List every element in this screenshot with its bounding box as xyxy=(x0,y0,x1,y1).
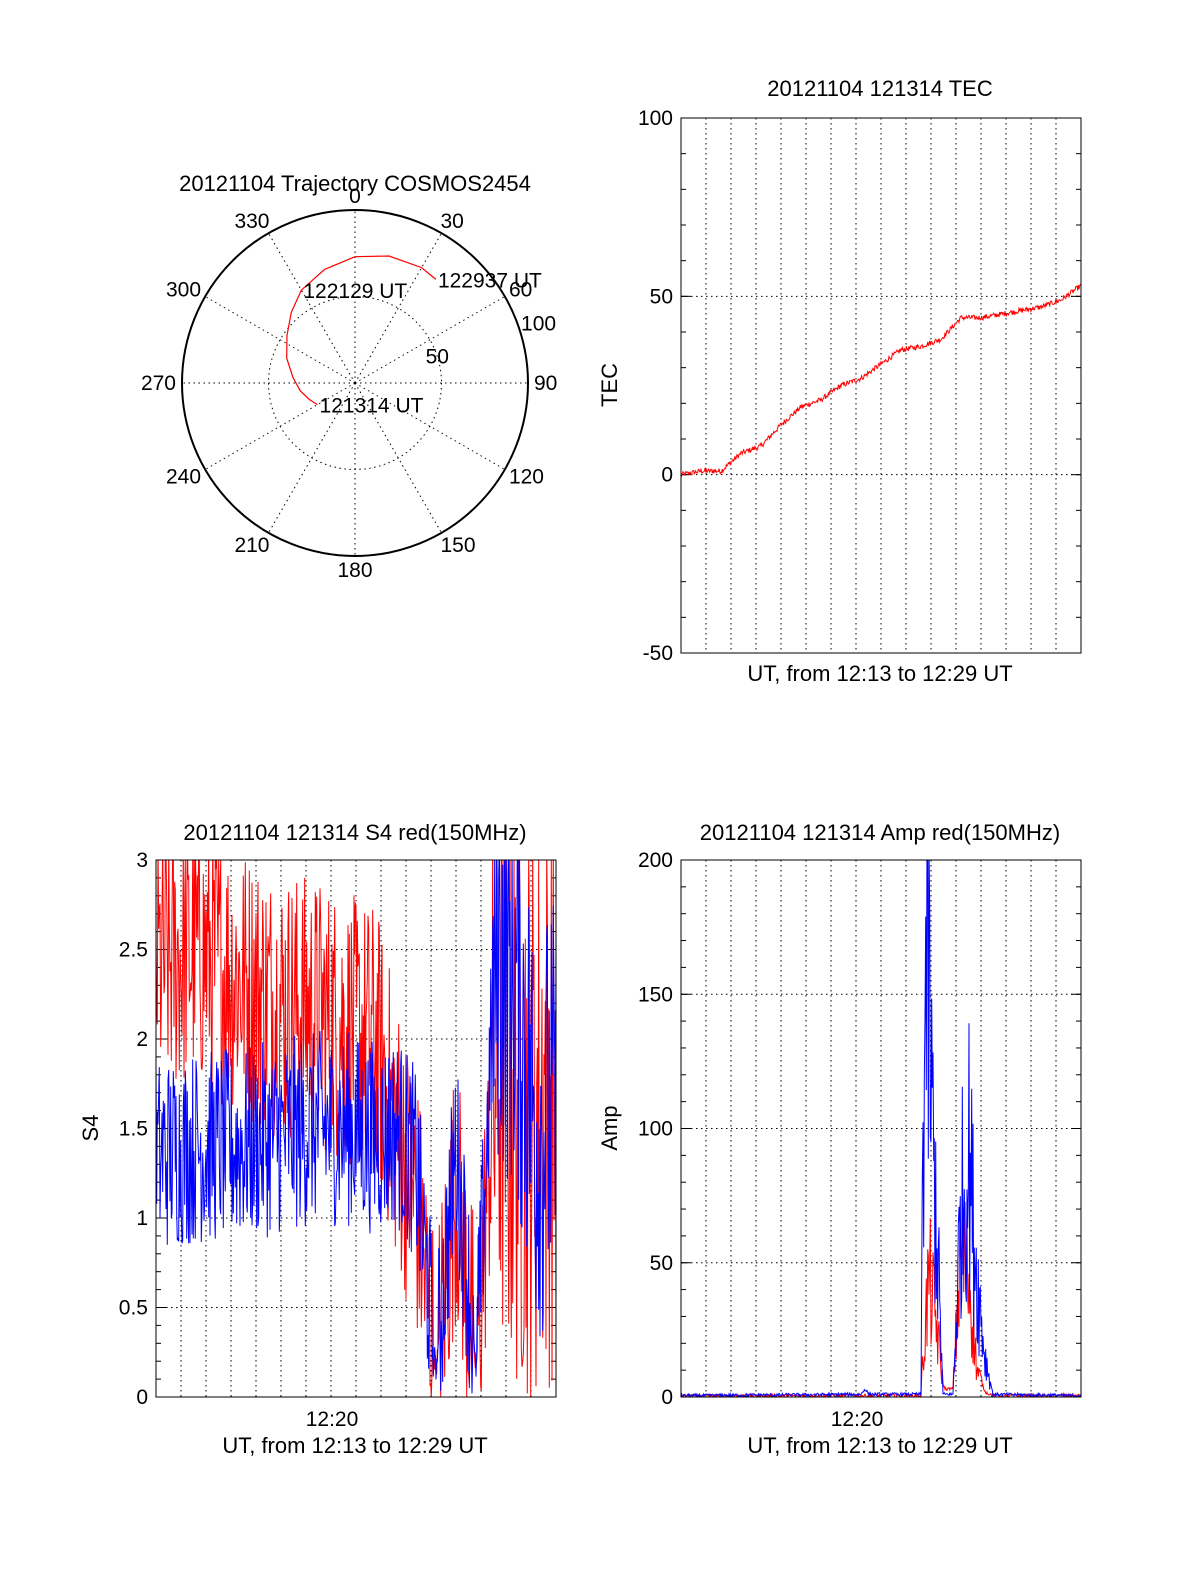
s4-ytick-label: 0.5 xyxy=(119,1297,148,1320)
tec-panel: 20121104 121314 TEC UT, from 12:13 to 12… xyxy=(597,76,1082,686)
polar-angle-label: 270 xyxy=(141,372,176,395)
polar-time-annotation: 122937 UT xyxy=(438,269,542,292)
polar-outer-circle xyxy=(181,209,529,557)
polar-spoke xyxy=(268,232,356,384)
polar-angle-label: 300 xyxy=(166,279,201,302)
s4-title: 20121104 121314 S4 red(150MHz) xyxy=(183,820,526,845)
polar-spoke xyxy=(204,296,356,384)
amp-xlabel: UT, from 12:13 to 12:29 UT xyxy=(747,1433,1012,1458)
amp-panel: 20121104 121314 Amp red(150MHz) UT, from… xyxy=(597,820,1082,1458)
tec-ytick-label: 100 xyxy=(638,107,673,130)
s4-series-line xyxy=(156,860,556,1394)
tec-data-area xyxy=(681,283,1081,478)
polar-radius-label: 50 xyxy=(426,345,449,368)
s4-ytick-label: 2.5 xyxy=(119,939,148,962)
s4-data-area xyxy=(156,860,556,1397)
s4-ytick-label: 3 xyxy=(136,849,148,872)
s4-xlabel: UT, from 12:13 to 12:29 UT xyxy=(222,1433,487,1458)
amp-title: 20121104 121314 Amp red(150MHz) xyxy=(700,820,1060,845)
polar-trajectory-plot: 20121104 Trajectory COSMOS2454 0 30 60 90 12… xyxy=(141,171,557,582)
polar-angle-label: 330 xyxy=(234,210,269,233)
amp-ytick-label: 100 xyxy=(638,1118,673,1141)
s4-panel: 20121104 121314 S4 red(150MHz) UT, from … xyxy=(78,820,557,1458)
amp-ytick-label: 150 xyxy=(638,983,673,1006)
polar-angle-label: 90 xyxy=(534,372,557,395)
amp-data-area xyxy=(681,860,1081,1397)
polar-angle-label: 240 xyxy=(166,466,201,489)
polar-angle-label: 60 xyxy=(509,279,532,302)
polar-spoke xyxy=(354,382,506,470)
polar-spoke xyxy=(354,232,442,384)
polar-spoke xyxy=(354,296,506,384)
polar-trajectory-line xyxy=(286,255,437,406)
amp-xtick-label: 12:20 xyxy=(831,1408,884,1431)
s4-ytick-label: 1.5 xyxy=(119,1118,148,1141)
polar-spoke xyxy=(204,382,356,470)
polar-time-annotation: 122129 UT xyxy=(303,280,407,303)
s4-plot-frame xyxy=(155,859,557,1398)
tec-series-line xyxy=(681,283,1081,478)
amp-ytick-label: 0 xyxy=(661,1386,673,1409)
amp-series-line xyxy=(681,860,1081,1397)
s4-ytick-label: 2 xyxy=(136,1028,148,1051)
s4-ytick-label: 0 xyxy=(136,1386,148,1409)
s4-ytick-label: 1 xyxy=(136,1207,148,1230)
s4-xtick-label: 12:20 xyxy=(306,1408,359,1431)
s4-series-line xyxy=(156,860,556,1397)
polar-angle-label: 150 xyxy=(441,534,476,557)
tec-ytick-label: -50 xyxy=(643,642,673,665)
polar-angle-label: 30 xyxy=(441,210,464,233)
tec-ytick-label: 0 xyxy=(661,464,673,487)
amp-ytick-label: 50 xyxy=(650,1252,673,1275)
polar-time-annotation: 121314 UT xyxy=(320,395,424,418)
polar-angle-label: 210 xyxy=(234,534,269,557)
tec-ytick-label: 50 xyxy=(650,285,673,308)
polar-angle-label: 180 xyxy=(337,559,372,582)
polar-title: 20121104 Trajectory COSMOS2454 xyxy=(179,171,531,196)
tec-title: 20121104 121314 TEC xyxy=(767,76,993,101)
amp-ytick-label: 200 xyxy=(638,849,673,872)
amp-ylabel: Amp xyxy=(597,1105,622,1150)
amp-plot-frame xyxy=(680,859,1082,1398)
polar-spoke xyxy=(268,382,356,534)
s4-ylabel: S4 xyxy=(78,1115,103,1142)
polar-angle-label: 0 xyxy=(349,185,361,208)
polar-spoke xyxy=(354,382,442,534)
tec-ylabel: TEC xyxy=(597,363,622,407)
tec-plot-frame xyxy=(680,117,1082,654)
tec-xlabel: UT, from 12:13 to 12:29 UT xyxy=(747,661,1012,686)
polar-radius-label: 100 xyxy=(521,312,556,335)
polar-angle-label: 120 xyxy=(509,466,544,489)
